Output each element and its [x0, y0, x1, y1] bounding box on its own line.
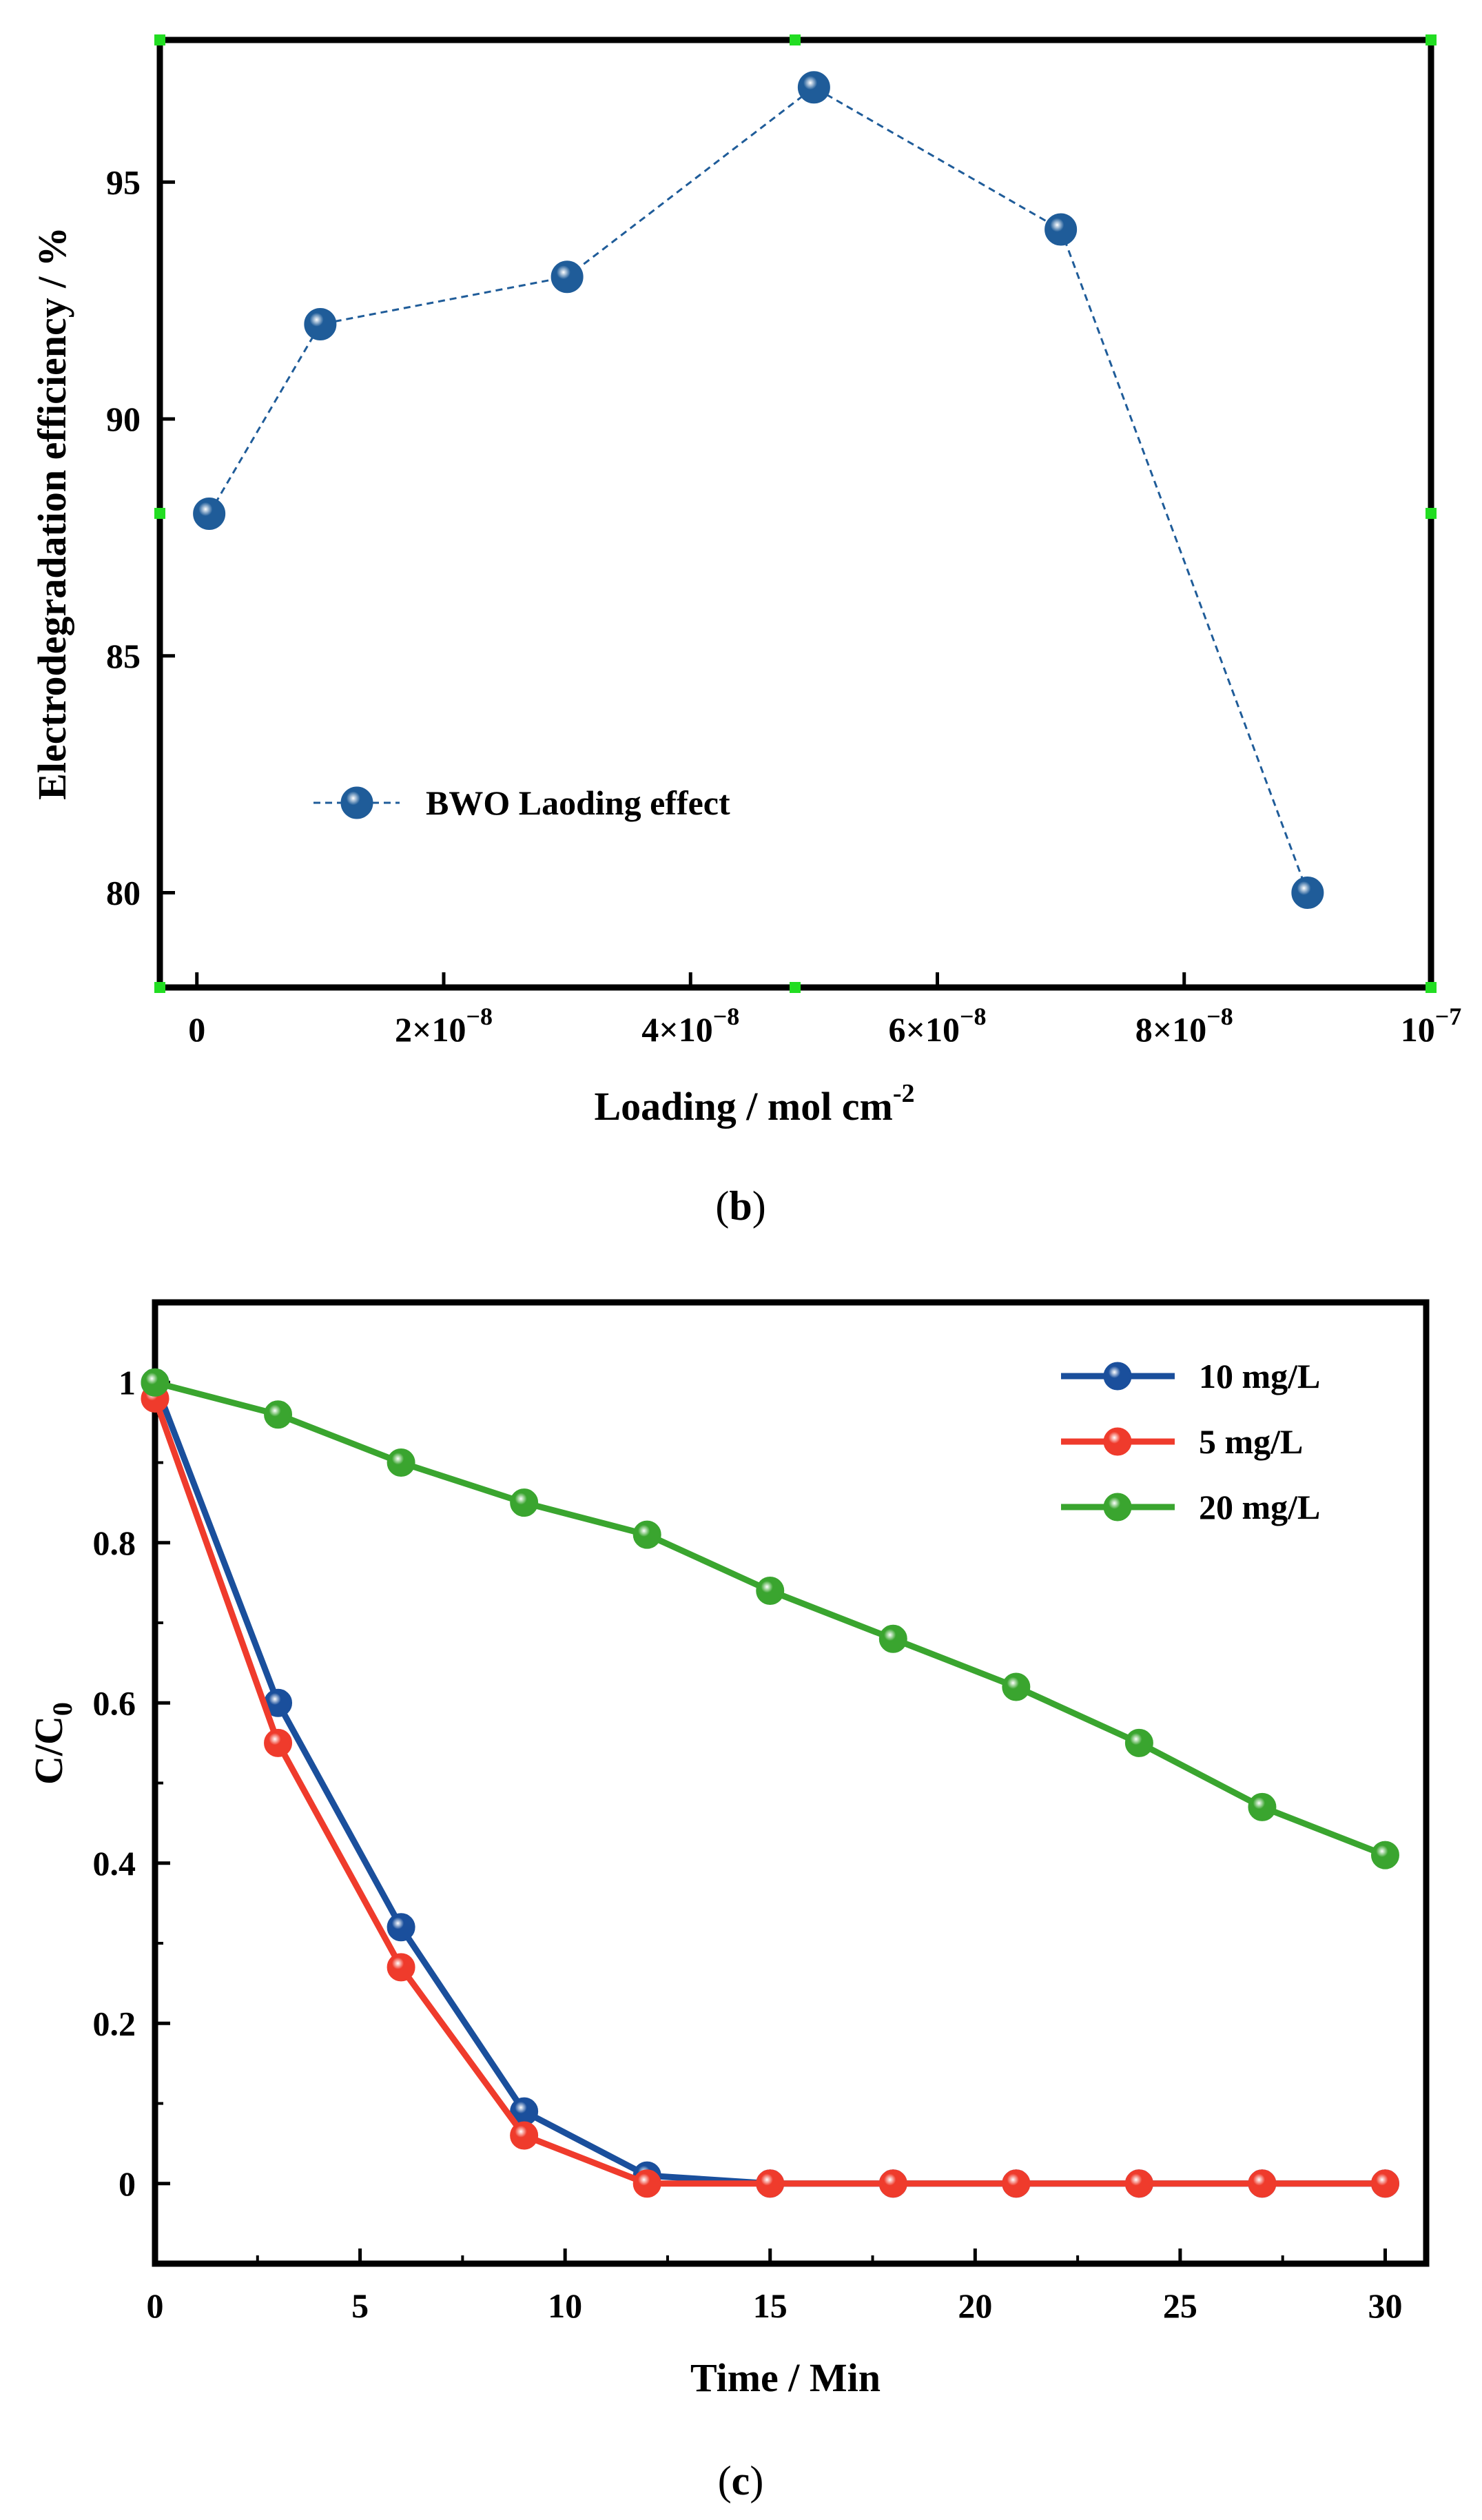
y-axis-title-c-sub: 0: [47, 1702, 78, 1716]
y-tick-label-c-3: 0.6: [93, 1683, 136, 1722]
frame-handle-b: [154, 34, 165, 45]
legend-label-b-0: BWO Laoding effect: [426, 783, 730, 822]
x-axis-title-b-text: Loading / mol cm: [594, 1084, 892, 1129]
x-tick-label-b-3: 6×10−8: [888, 1003, 986, 1049]
x-tick-label-b-5: 10−7: [1401, 1003, 1462, 1049]
x-tick-label-c-4: 20: [958, 2286, 992, 2325]
frame-handle-b: [1426, 34, 1437, 45]
data-point-c-1-2: [387, 1953, 415, 1982]
data-point-c-2-2: [387, 1448, 415, 1477]
legend-c: 10 mg/L 5 mg/L 20 mg/L: [1061, 1357, 1320, 1526]
y-tick-label-b-2: 90: [106, 400, 141, 438]
data-point-c-1-1: [264, 1728, 293, 1757]
data-point-c-1-5: [756, 2169, 785, 2198]
data-point-c-1-9: [1248, 2169, 1277, 2198]
y-tick-label-b-0: 80: [106, 874, 141, 912]
y-axis-title-c-text: C/C: [26, 1716, 71, 1785]
data-point-b-0-5: [1291, 877, 1324, 909]
y-tick-label-c-2: 0.4: [93, 1844, 136, 1883]
data-point-c-1-10: [1370, 2169, 1399, 2198]
chart-panel-c: 0 5 10 15 20 25 30 0 0.2 0.4 0.6 0.8 1 10 mg/L 5 mg/L…: [26, 1299, 1430, 2503]
y-tick-label-c-1: 0.2: [93, 2004, 136, 2042]
x-tick-label-c-6: 30: [1368, 2286, 1402, 2325]
data-point-c-1-3: [510, 2121, 539, 2150]
x-tick-label-b-0: 0: [188, 1010, 205, 1049]
frame-handle-b: [790, 34, 801, 45]
data-point-c-0-2: [387, 1913, 415, 1942]
x-tick-label-c-1: 5: [351, 2286, 369, 2325]
data-point-c-1-8: [1124, 2169, 1153, 2198]
frame-handle-b: [1426, 508, 1437, 519]
data-point-c-2-10: [1370, 1841, 1399, 1869]
data-point-c-2-9: [1248, 1792, 1277, 1821]
y-tick-label-c-0: 0: [119, 2164, 136, 2203]
y-tick-label-c-5: 1: [119, 1363, 136, 1402]
data-point-b-0-2: [550, 260, 584, 294]
data-point-c-1-4: [632, 2169, 661, 2198]
x-tick-label-c-2: 10: [548, 2286, 582, 2325]
frame-handle-b: [1426, 982, 1437, 993]
legend-label-c-2: 20 mg/L: [1199, 1488, 1320, 1526]
data-point-c-2-3: [510, 1488, 539, 1517]
x-tick-label-b-2: 4×10−8: [641, 1003, 739, 1049]
legend-label-c-1: 5 mg/L: [1199, 1422, 1303, 1461]
data-point-c-2-7: [1002, 1672, 1031, 1701]
x-axis-title-b: Loading / mol cm-2: [594, 1079, 914, 1129]
data-point-b-0-4: [1044, 213, 1078, 246]
x-axis-title-c: Time / Min: [690, 2355, 881, 2400]
data-point-c-2-1: [264, 1400, 293, 1429]
frame-handle-b: [154, 982, 165, 993]
legend-b: BWO Laoding effect: [313, 783, 730, 822]
data-point-b-0-1: [304, 308, 337, 340]
x-axis-title-b-sup: -2: [893, 1079, 915, 1108]
data-point-c-2-6: [878, 1624, 907, 1653]
data-point-c-1-7: [1002, 2169, 1031, 2198]
legend-swatch-marker-c-0: [1103, 1362, 1132, 1391]
caption-c-letter: c: [732, 2458, 750, 2503]
y-tick-label-b-1: 85: [106, 637, 141, 675]
data-point-b-0-3: [797, 71, 830, 104]
data-point-c-1-6: [878, 2169, 907, 2198]
x-tick-label-b-4: 8×10−8: [1135, 1003, 1233, 1049]
legend-label-c-0: 10 mg/L: [1199, 1357, 1320, 1395]
frame-handle-b: [154, 508, 165, 519]
x-tick-label-c-0: 0: [147, 2286, 164, 2325]
x-tick-label-c-5: 25: [1163, 2286, 1197, 2325]
caption-b-letter: b: [729, 1183, 752, 1229]
chart-panel-b: 0 2×10−8 4×10−8 6×10−8 8×10−8 10−7 80 85 90 95 BW…: [30, 34, 1461, 1229]
y-axis-title-b: Electrodegradation efficiency / %: [30, 227, 74, 800]
data-point-c-2-5: [756, 1577, 785, 1605]
legend-swatch-marker-b-0: [340, 786, 373, 819]
caption-c: (c): [718, 2458, 764, 2503]
y-tick-label-b-3: 95: [106, 163, 141, 201]
y-tick-label-c-4: 0.8: [93, 1524, 136, 1562]
legend-swatch-marker-c-1: [1103, 1427, 1132, 1456]
x-tick-label-b-1: 2×10−8: [395, 1003, 493, 1049]
x-tick-label-c-3: 15: [753, 2286, 788, 2325]
caption-b: (b): [715, 1183, 765, 1229]
y-axis-title-c: C/C0: [26, 1702, 78, 1785]
series-line-b-0: [208, 85, 1309, 894]
data-point-c-2-0: [141, 1368, 169, 1397]
legend-swatch-marker-c-2: [1103, 1493, 1132, 1522]
frame-handle-b: [790, 982, 801, 993]
data-point-b-0-0: [193, 498, 226, 530]
data-point-c-2-8: [1124, 1728, 1153, 1757]
data-point-c-2-4: [632, 1520, 661, 1549]
plot-frame-b: [156, 37, 1434, 991]
